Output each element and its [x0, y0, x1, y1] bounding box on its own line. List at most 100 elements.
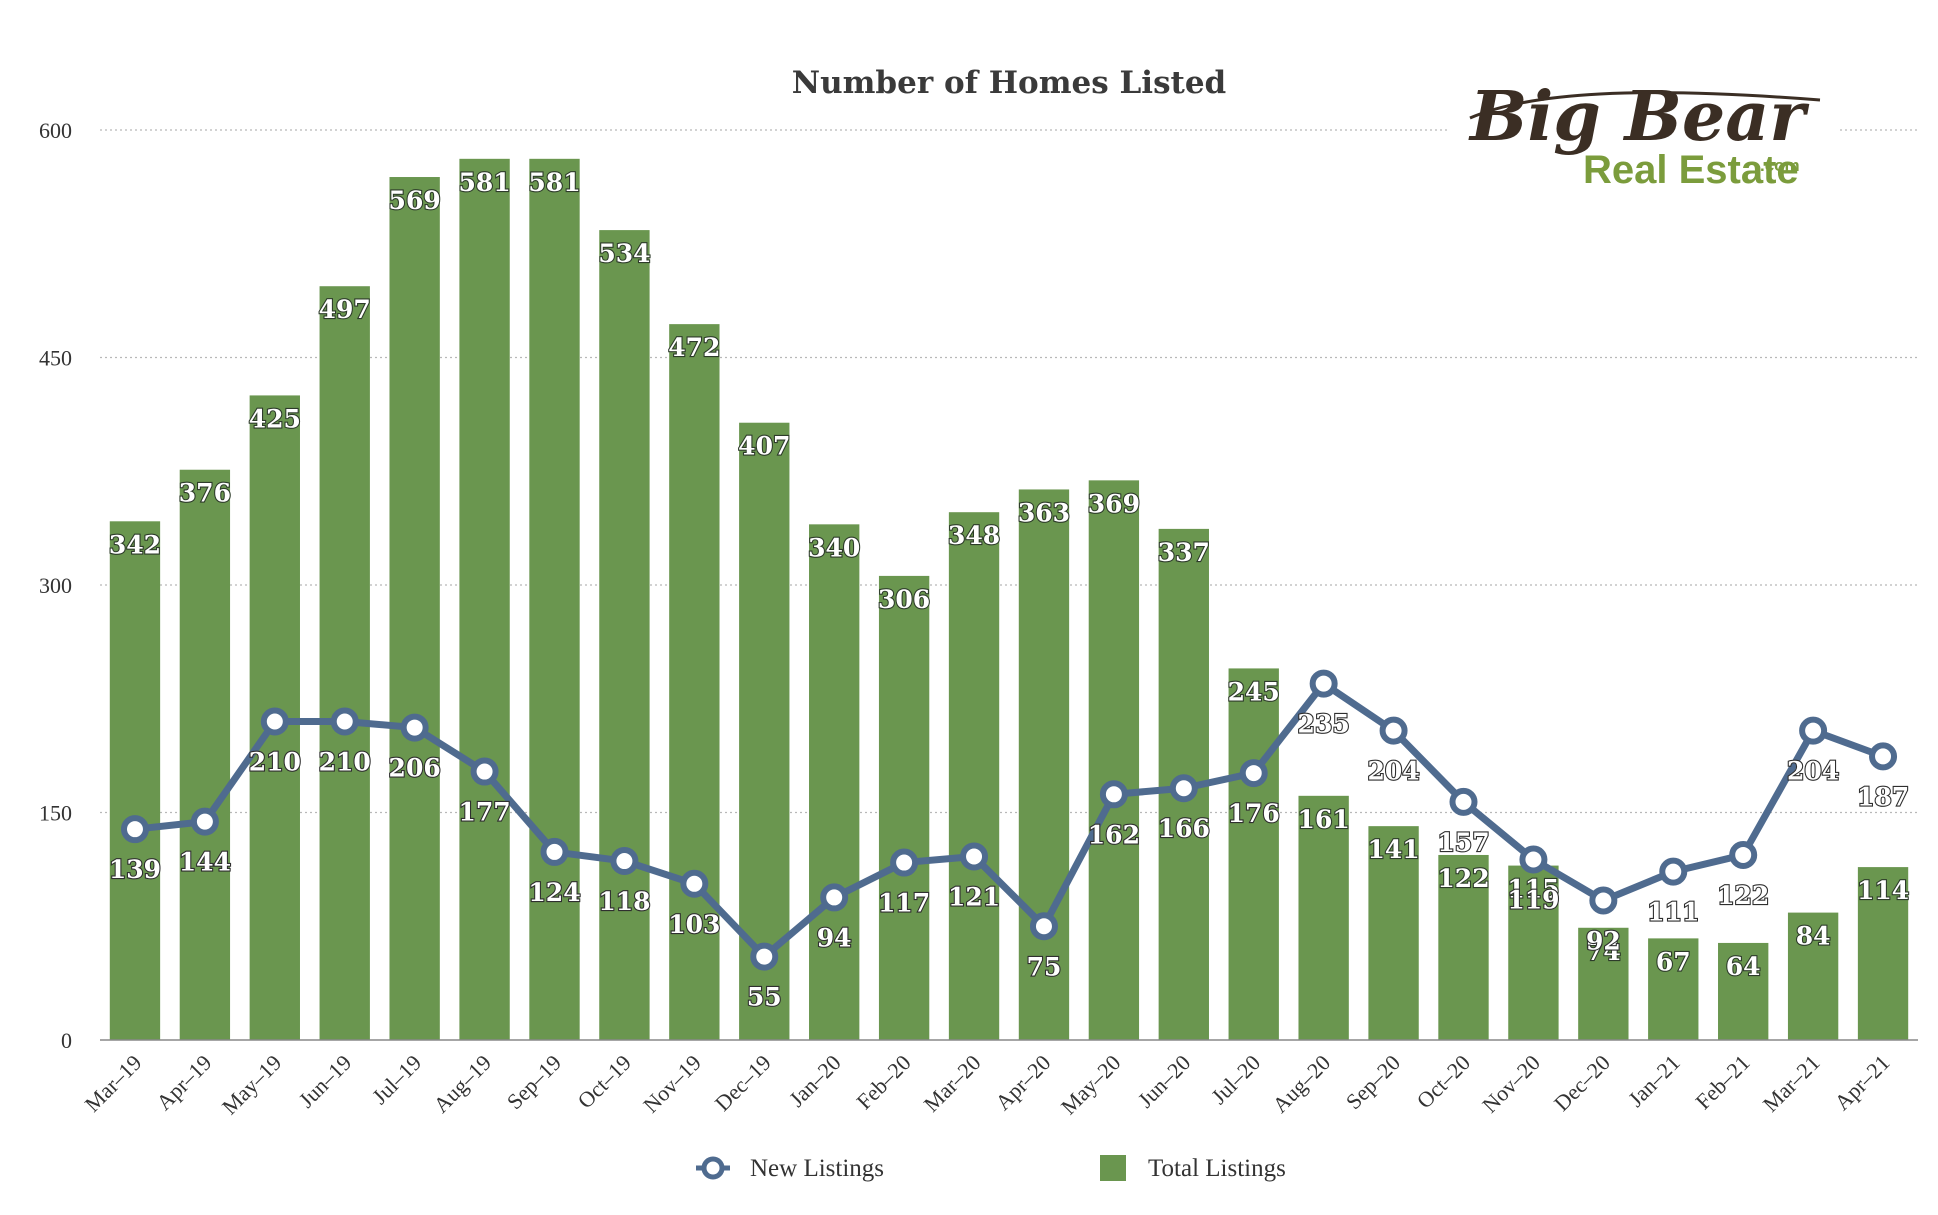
line-data-label: 162	[1088, 820, 1140, 849]
bar	[109, 521, 161, 1040]
bar	[389, 177, 440, 1040]
bar	[1298, 795, 1349, 1040]
bar	[1018, 489, 1070, 1040]
legend-item-new-listings: New Listings	[696, 1155, 884, 1182]
line-labels: 139 144 210 210 206 177 124 118 103 55 94 117 121 75 1…	[108, 708, 1910, 1012]
bar-data-label: 534	[598, 239, 650, 268]
bar-data-label: 497	[319, 295, 371, 324]
bar	[599, 230, 650, 1041]
line-data-label: 176	[1228, 799, 1280, 828]
bar-data-label: 407	[738, 432, 790, 461]
line-point	[1169, 774, 1198, 803]
line-point	[610, 847, 639, 876]
line-data-label: 122	[1717, 881, 1769, 910]
line-data-label: 75	[1027, 952, 1062, 981]
bar-data-label: 141	[1367, 835, 1419, 864]
line-point	[330, 707, 359, 736]
chart-title: Number of Homes Listed	[792, 65, 1226, 101]
line-point	[1729, 840, 1758, 869]
legend-label-total-listings: Total Listings	[1148, 1155, 1286, 1182]
legend: New Listings Total Listings	[696, 1155, 1286, 1182]
line-data-label: 144	[179, 848, 231, 877]
line-point	[400, 713, 429, 742]
bar	[179, 469, 231, 1040]
bar	[459, 158, 510, 1041]
legend-item-total-listings: Total Listings	[1100, 1155, 1286, 1182]
line-point	[120, 815, 149, 844]
line-data-label: 119	[1507, 886, 1559, 915]
logo-swoosh	[1469, 91, 1821, 120]
logo-text-suffix: .com	[1760, 156, 1800, 175]
line-point	[1309, 669, 1338, 698]
line-point	[820, 883, 849, 912]
bar	[669, 324, 720, 1041]
line-point	[1029, 912, 1058, 941]
line-point	[1589, 886, 1618, 915]
line-point	[1239, 759, 1268, 788]
line-point	[190, 807, 219, 836]
bar	[1718, 942, 1769, 1040]
bar-data-label: 569	[389, 186, 441, 215]
bar-data-label: 306	[878, 585, 930, 614]
line-point	[890, 848, 919, 877]
line-data-label: 187	[1857, 782, 1909, 811]
line-series	[120, 669, 1898, 971]
line-data-label: 139	[109, 855, 161, 884]
line-data-label: 118	[598, 887, 650, 916]
bar-data-label: 64	[1726, 952, 1761, 981]
bar-data-label: 74	[1586, 937, 1621, 966]
bar-data-label: 472	[668, 333, 720, 362]
y-tick-label: 600	[39, 118, 72, 143]
bar-data-label: 161	[1298, 805, 1350, 834]
line-data-label: 157	[1437, 828, 1489, 857]
logo-text-main: Big Bear	[1468, 77, 1809, 157]
line-data-label: 121	[948, 882, 1000, 911]
line-data-label: 103	[668, 910, 720, 939]
bar	[878, 575, 930, 1040]
line-data-label: 111	[1647, 898, 1699, 927]
bar-data-label: 581	[458, 168, 510, 197]
bar-data-label: 425	[249, 404, 301, 433]
y-axis-ticks: 0 150 300 450 600	[39, 118, 72, 1053]
bar	[1578, 927, 1629, 1040]
bar-data-label: 67	[1656, 947, 1691, 976]
bar-data-label: 245	[1228, 677, 1280, 706]
bar	[809, 524, 860, 1040]
bar-labels: 342 376 425 497 569 581 581 534 472 407 340 306 348 3…	[108, 167, 1910, 982]
line-point	[750, 942, 779, 971]
y-tick-label: 150	[39, 801, 72, 826]
bar-data-label: 581	[528, 168, 580, 197]
logo-text-sub: Real Estate	[1583, 148, 1799, 192]
line-point	[960, 842, 989, 871]
bar	[1648, 938, 1699, 1040]
line-point	[260, 707, 289, 736]
bar-data-label: 340	[808, 533, 860, 562]
line-data-label: 206	[389, 754, 441, 783]
bar-data-label: 348	[948, 521, 1000, 550]
bar-data-label: 369	[1088, 489, 1140, 518]
bar-data-label: 376	[179, 479, 231, 508]
bar	[1857, 867, 1909, 1040]
line-point	[680, 869, 709, 898]
bar	[1368, 826, 1419, 1040]
line-data-label: 94	[817, 923, 852, 952]
logo-backdrop	[1450, 68, 1840, 198]
bar-data-label: 114	[1857, 876, 1909, 905]
company-logo: Big Bear Real Estate .com	[1450, 68, 1840, 198]
bar-data-label: 342	[109, 530, 161, 559]
legend-label-new-listings: New Listings	[750, 1155, 884, 1182]
line-data-label: 55	[747, 983, 782, 1012]
bar-data-label: 122	[1437, 864, 1489, 893]
line-data-label: 204	[1367, 757, 1419, 786]
line-data-label: 166	[1158, 814, 1210, 843]
legend-bar-swatch	[1100, 1155, 1126, 1181]
bar	[1088, 480, 1140, 1041]
bar-data-label: 337	[1158, 538, 1210, 567]
line-data-label: 204	[1787, 757, 1839, 786]
line-point	[1449, 787, 1478, 816]
line-data-label: 124	[528, 878, 580, 907]
bar	[1508, 865, 1559, 1040]
line-point	[1799, 716, 1828, 745]
